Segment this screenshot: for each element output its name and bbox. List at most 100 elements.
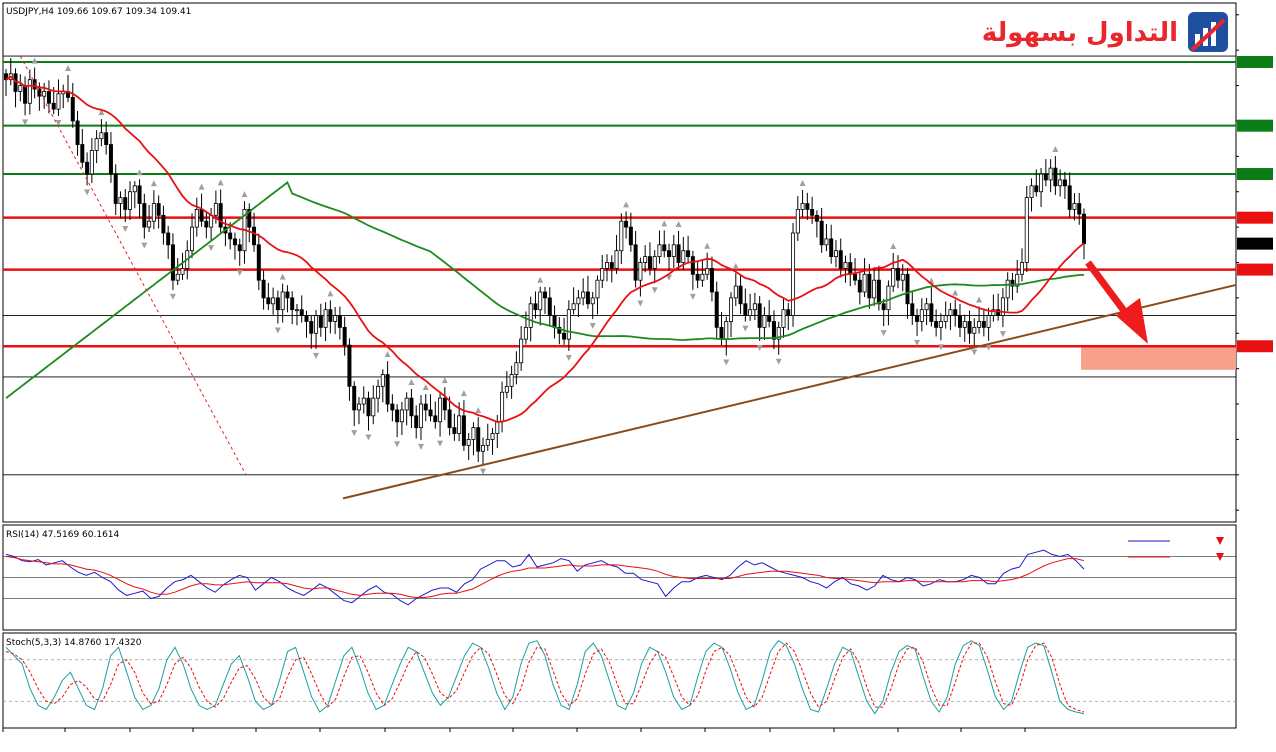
fractal-down-marker [666, 274, 673, 281]
projection-arrow-head [1116, 297, 1148, 344]
candle-body [729, 297, 734, 322]
candle-body [194, 209, 199, 228]
candle-body [881, 303, 886, 311]
candle-body [919, 309, 924, 322]
fractal-up-marker [675, 220, 682, 227]
rsi-panel[interactable] [2, 524, 1237, 631]
candle-body [237, 244, 242, 252]
candle-body [337, 315, 342, 328]
fractal-down-marker [914, 339, 921, 346]
candle-body [543, 291, 548, 299]
fractal-up-marker [31, 57, 38, 64]
candle-body [910, 303, 915, 316]
candle-body [523, 326, 528, 340]
candle-body [924, 303, 929, 311]
candle-body [75, 120, 80, 145]
candle-body [1082, 213, 1087, 245]
stoch-panel-frame [2, 632, 1237, 729]
time-axis [2, 728, 1026, 732]
candle-body [132, 185, 137, 193]
candle-body [647, 256, 652, 269]
candle-body [266, 297, 271, 305]
bar-chart-logo-icon [1188, 12, 1228, 52]
candle-body [562, 332, 567, 340]
candle-body [991, 309, 996, 316]
fractal-down-marker [479, 468, 486, 475]
fractal-down-marker [394, 441, 401, 448]
fractal-down-marker [236, 269, 243, 276]
candle-body [1062, 179, 1067, 187]
candle-body [42, 91, 47, 97]
candle-body [690, 256, 695, 275]
fractal-down-marker [775, 358, 782, 365]
fractal-up-marker [65, 65, 72, 72]
candle-body [948, 309, 953, 316]
candle-body [275, 297, 280, 311]
candle-body [638, 262, 643, 281]
fractal-up-marker [384, 351, 391, 358]
candle-body [118, 197, 123, 204]
candle-body [113, 173, 118, 204]
candle-body [566, 309, 571, 340]
candle-body [981, 321, 986, 328]
candle-body [366, 397, 371, 417]
candle-body [490, 433, 495, 440]
candle-body [700, 273, 705, 281]
fractal-up-marker [217, 179, 224, 186]
candle-body [371, 397, 376, 417]
rsi-signal-line [5, 556, 1085, 598]
price-panel[interactable] [2, 2, 1273, 523]
candle-body [1072, 203, 1077, 210]
stochastic-panel[interactable] [2, 632, 1237, 729]
candle-body [600, 267, 605, 281]
fractal-up-marker [460, 390, 467, 397]
candle-body [261, 279, 266, 299]
candle-body [829, 238, 834, 258]
fractal-up-marker [408, 378, 415, 385]
candle-body [509, 374, 514, 387]
target-zone [1081, 346, 1236, 370]
candle-body [571, 303, 576, 311]
fractal-up-marker [799, 180, 806, 187]
candle-body [967, 321, 972, 334]
candle-body [161, 214, 166, 234]
fractal-up-marker [623, 201, 630, 208]
candle-body [681, 250, 686, 263]
candle-body [252, 226, 257, 246]
fractal-up-marker [890, 242, 897, 249]
fractal-up-marker [150, 180, 157, 187]
candle-body [781, 309, 786, 328]
candle-body [557, 326, 562, 334]
fractal-down-marker [999, 331, 1006, 338]
candle-body [547, 297, 552, 316]
fractal-down-marker [689, 293, 696, 300]
candle-body [748, 309, 753, 316]
stoch-title: Stoch(5,3,3) 14.8760 17.4320 [6, 638, 142, 648]
candle-body [123, 197, 128, 210]
fractal-down-marker [122, 226, 129, 233]
candle-body [142, 203, 147, 228]
fractal-up-marker [422, 384, 429, 391]
candle-body [533, 303, 538, 311]
candle-body [614, 250, 619, 269]
candle-body [1053, 167, 1058, 187]
candle-body [180, 267, 185, 275]
fractal-down-marker [208, 245, 215, 252]
candle-body [667, 250, 672, 258]
candle-body [228, 232, 233, 240]
fractal-down-marker [351, 430, 358, 437]
candle-body [886, 285, 891, 311]
candle-body [800, 203, 805, 210]
candle-body [709, 267, 714, 293]
candle-body [972, 326, 977, 334]
candle-body [833, 250, 838, 258]
candle-body [428, 409, 433, 417]
candle-body [175, 273, 180, 281]
candle-body [166, 232, 171, 246]
candle-body [819, 220, 824, 246]
fractal-up-marker [976, 296, 983, 303]
fractal-down-marker [937, 344, 944, 351]
fractal-down-marker [55, 119, 62, 126]
fractal-up-marker [441, 377, 448, 384]
candle-body [1000, 297, 1005, 316]
